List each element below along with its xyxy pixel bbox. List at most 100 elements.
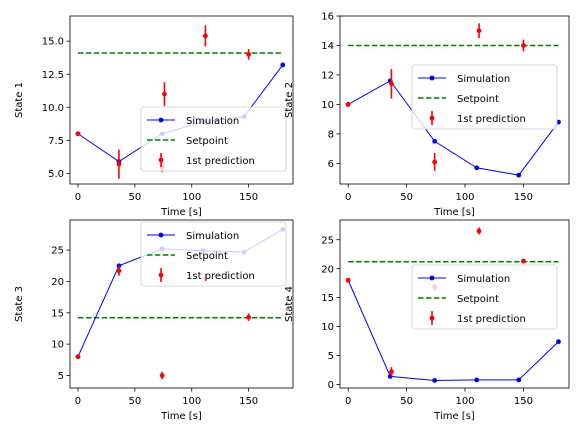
legend-prediction-marker (430, 316, 435, 321)
legend-setpoint-label: Setpoint (186, 136, 228, 147)
legend-simulation-marker (159, 118, 164, 123)
x-tick-label: 100 (455, 396, 474, 407)
prediction-point (76, 131, 81, 136)
y-tick-label: 25 (321, 235, 334, 246)
y-tick-label: 16 (321, 12, 334, 23)
x-tick-label: 50 (400, 192, 413, 203)
y-tick-label: 10 (321, 100, 334, 111)
prediction-point (521, 259, 526, 264)
legend: Simulation Setpoint 1st prediction (141, 107, 286, 171)
x-axis-label: Time [s] (433, 411, 475, 422)
legend-prediction-label: 1st prediction (457, 114, 526, 125)
y-tick-label: 20 (321, 264, 334, 275)
prediction-point (162, 92, 167, 97)
x-tick-label: 150 (239, 192, 258, 203)
subplot-3: 0 50 100 150 5 10 15 20 25 Time [s] State 3 Simulat… (14, 220, 293, 422)
legend-prediction-label: 1st prediction (457, 314, 526, 325)
legend-simulation-label: Simulation (186, 231, 239, 242)
legend-prediction-label: 1st prediction (186, 156, 255, 167)
y-tick-label: 12.5 (42, 70, 64, 81)
simulation-point (556, 339, 561, 344)
prediction-point (346, 102, 351, 107)
simulation-point (432, 378, 437, 383)
x-tick-label: 100 (182, 396, 201, 407)
y-tick-label: 7.5 (48, 136, 64, 147)
y-tick-label: 14 (321, 41, 334, 52)
y-tick-label: 12 (321, 71, 334, 82)
x-tick-label: 100 (182, 192, 201, 203)
y-tick-label: 15 (51, 308, 64, 319)
subplot-1: 0 50 100 150 5.0 7.5 10.0 12.5 15.0 Time [s] State… (14, 16, 293, 218)
prediction-point (477, 28, 482, 33)
prediction-point (477, 229, 482, 234)
legend-setpoint-label: Setpoint (457, 94, 499, 105)
subplot-4: 0 50 100 150 0 5 10 15 20 25 Time [s] State 4 Simula… (284, 220, 569, 422)
x-tick-label: 150 (239, 396, 258, 407)
simulation-point (280, 63, 285, 68)
prediction-point (389, 369, 394, 374)
y-axis-label: State 3 (14, 286, 25, 322)
prediction-point (246, 52, 251, 57)
legend-prediction-marker (159, 158, 164, 163)
y-tick-label: 5 (58, 371, 64, 382)
simulation-point (432, 139, 437, 144)
prediction-point (246, 315, 251, 320)
prediction-point (117, 268, 122, 273)
simulation-point (516, 173, 521, 178)
prediction-point (117, 162, 122, 167)
y-axis-label: State 4 (284, 286, 295, 322)
x-axis-label: Time [s] (160, 411, 202, 422)
legend: Simulation Setpoint 1st prediction (141, 222, 286, 286)
x-tick-label: 0 (75, 396, 81, 407)
y-tick-label: 15 (321, 293, 334, 304)
legend-simulation-marker (159, 233, 164, 238)
x-axis-label: Time [s] (433, 207, 475, 218)
legend-simulation-label: Simulation (457, 74, 510, 85)
y-tick-label: 10 (51, 340, 64, 351)
legend-prediction-marker (159, 273, 164, 278)
simulation-point (474, 165, 479, 170)
x-tick-label: 150 (514, 192, 533, 203)
legend-prediction-label: 1st prediction (186, 271, 255, 282)
y-tick-label: 25 (51, 246, 64, 257)
x-tick-label: 50 (128, 396, 141, 407)
legend-prediction-marker (430, 116, 435, 121)
legend-simulation-marker (430, 276, 435, 281)
x-tick-label: 0 (345, 396, 351, 407)
prediction-point (76, 354, 81, 359)
y-tick-label: 0 (328, 380, 334, 391)
y-tick-label: 20 (51, 277, 64, 288)
legend-simulation-label: Simulation (186, 116, 239, 127)
y-axis-label: State 2 (284, 82, 295, 118)
prediction-point (389, 81, 394, 86)
x-tick-label: 50 (128, 192, 141, 203)
prediction-point (521, 43, 526, 48)
legend: Simulation Setpoint 1st prediction (412, 265, 557, 329)
x-axis-label: Time [s] (160, 207, 202, 218)
y-tick-label: 6 (328, 159, 334, 170)
subplot-2: 0 50 100 150 6 8 10 12 14 16 Time [s] State 2 Simula… (284, 12, 569, 218)
y-tick-label: 5 (328, 351, 334, 362)
x-tick-label: 0 (345, 192, 351, 203)
y-tick-label: 8 (328, 129, 334, 140)
prediction-point (432, 159, 437, 164)
y-tick-label: 5.0 (48, 169, 64, 180)
prediction-point (160, 373, 165, 378)
y-tick-label: 10 (321, 322, 334, 333)
simulation-point (474, 377, 479, 382)
legend-setpoint-label: Setpoint (457, 294, 499, 305)
x-tick-label: 50 (400, 396, 413, 407)
x-tick-label: 0 (75, 192, 81, 203)
simulation-point (516, 377, 521, 382)
legend-simulation-label: Simulation (457, 274, 510, 285)
y-tick-label: 10.0 (42, 103, 64, 114)
x-tick-label: 100 (455, 192, 474, 203)
legend-simulation-marker (430, 76, 435, 81)
prediction-point (203, 33, 208, 38)
x-tick-label: 150 (514, 396, 533, 407)
y-tick-label: 15.0 (42, 37, 64, 48)
legend: Simulation Setpoint 1st prediction (412, 65, 557, 129)
legend-setpoint-label: Setpoint (186, 251, 228, 262)
y-axis-label: State 1 (14, 82, 25, 118)
